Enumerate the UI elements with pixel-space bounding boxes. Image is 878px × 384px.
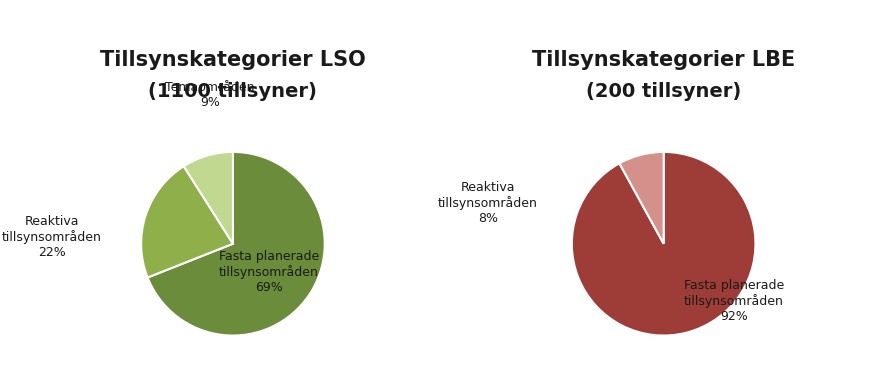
Wedge shape bbox=[141, 166, 233, 278]
Text: (200 tillsyner): (200 tillsyner) bbox=[586, 82, 740, 101]
Text: Fasta planerade
tillsynsområden
69%: Fasta planerade tillsynsområden 69% bbox=[219, 250, 319, 294]
Text: Reaktiva
tillsynsområden
8%: Reaktiva tillsynsområden 8% bbox=[437, 181, 537, 225]
Text: Fasta planerade
tillsynsområden
92%: Fasta planerade tillsynsområden 92% bbox=[683, 279, 783, 323]
Wedge shape bbox=[148, 152, 324, 336]
Wedge shape bbox=[184, 152, 233, 244]
Text: Tillsynskategorier LSO: Tillsynskategorier LSO bbox=[100, 50, 365, 70]
Wedge shape bbox=[572, 152, 754, 336]
Text: Tillsynskategorier LBE: Tillsynskategorier LBE bbox=[531, 50, 795, 70]
Text: (1100 tillsyner): (1100 tillsyner) bbox=[148, 82, 317, 101]
Text: Reaktiva
tillsynsområden
22%: Reaktiva tillsynsområden 22% bbox=[2, 215, 102, 260]
Wedge shape bbox=[619, 152, 663, 244]
Text: Temaområden
9%: Temaområden 9% bbox=[165, 81, 255, 109]
